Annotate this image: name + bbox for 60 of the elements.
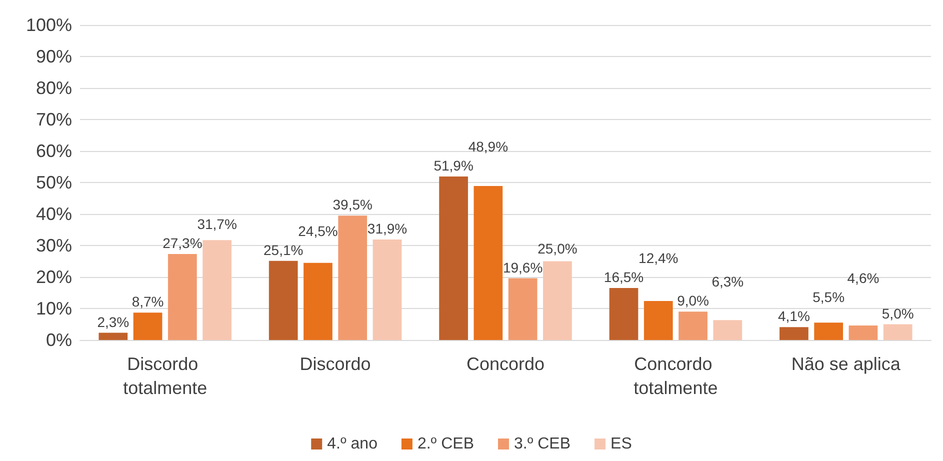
y-tick-label: 50% [36,172,72,192]
y-tick-label: 30% [36,236,72,256]
bar [338,216,368,340]
data-label: 19,6% [502,259,543,276]
y-tick-label: 60% [36,141,72,161]
bar [678,312,708,340]
y-tick-label: 70% [36,110,72,130]
data-label: 25,0% [538,240,578,256]
legend-label: 2.º CEB [417,436,474,452]
data-label: 4,6% [847,270,880,286]
data-label: 25,1% [264,242,304,258]
data-label: 5,0% [882,305,914,322]
bar [508,278,538,340]
data-label: 24,5% [298,222,338,239]
bar [814,322,844,340]
x-tick-label: Discordo [300,354,371,374]
data-label: 6,3% [712,274,744,290]
data-label: 12,4% [638,250,678,266]
bar [543,261,572,340]
bar [372,240,402,340]
data-label: 9,0% [677,292,709,309]
y-tick-label: 90% [36,46,72,66]
bar [202,240,232,340]
data-label: 16,5% [604,269,644,286]
bar [883,324,912,340]
x-tick-label: Não se aplica [791,354,902,374]
y-tick-label: 20% [36,267,72,287]
data-label: 31,9% [367,220,408,237]
bar [644,300,673,340]
y-tick-label: 40% [36,204,72,224]
bar [133,312,162,340]
data-label: 2,3% [97,314,130,330]
data-label: 4,1% [778,308,810,324]
y-tick-label: 0% [46,330,72,350]
data-label: 27,3% [162,235,202,252]
bar [98,332,128,340]
legend-label: 3.º CEB [514,436,571,452]
data-label: 51,9% [434,158,474,174]
bar [848,326,878,340]
bar [304,262,332,340]
legend-label: 4.º ano [327,436,378,452]
bar [780,327,808,340]
x-tick-label: Discordo totalmente [123,354,208,398]
data-label: 39,5% [332,196,372,213]
bar [168,254,197,340]
data-label: 48,9% [468,138,508,155]
data-label: 5,5% [812,289,845,306]
y-tick-label: 80% [36,78,72,98]
data-label: 31,7% [197,216,237,232]
y-tick-label: 100% [26,15,72,35]
x-tick-label: Concordo [466,354,545,374]
x-tick-label: Concordo totalmente [634,354,718,398]
legend-label: ES [610,436,632,452]
data-label: 8,7% [132,294,164,310]
y-tick-label: 10% [36,298,72,318]
bar [609,288,638,340]
bar [713,320,742,340]
bar [474,186,503,340]
bar [439,176,468,340]
bar [268,260,298,340]
